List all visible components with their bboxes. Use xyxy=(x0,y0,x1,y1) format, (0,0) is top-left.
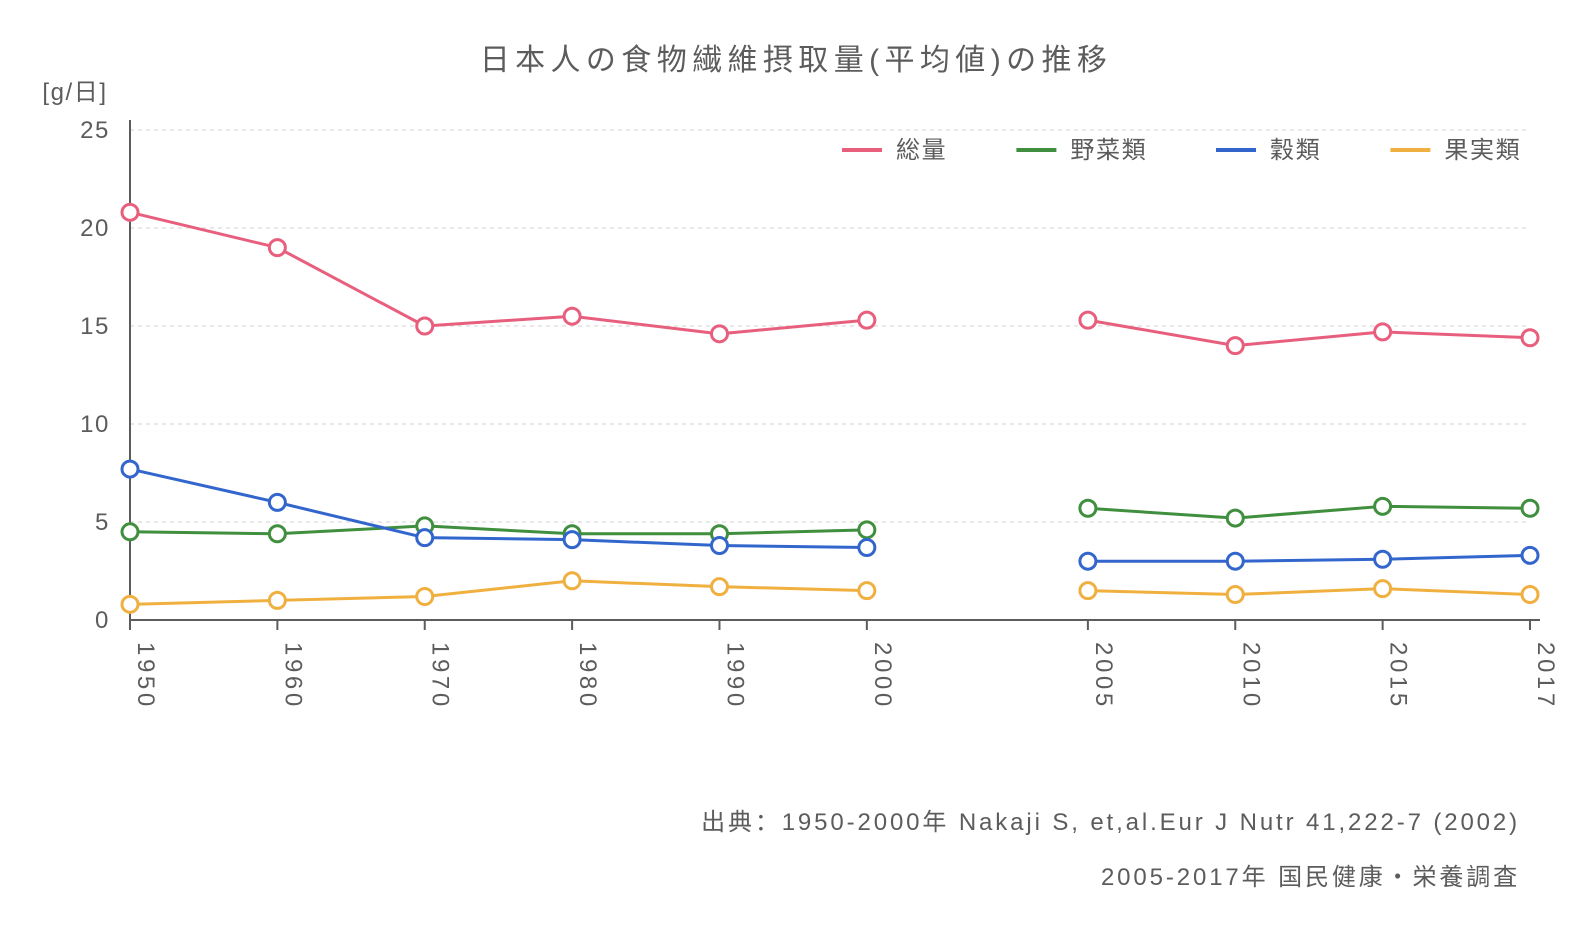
legend-label: 穀類 xyxy=(1270,137,1321,164)
legend-label: 総量 xyxy=(896,137,947,164)
x-tick-label: 2000 xyxy=(869,642,896,710)
legend-label: 野菜類 xyxy=(1070,137,1147,164)
series-marker xyxy=(122,524,138,540)
series-marker xyxy=(1522,500,1538,516)
series-marker xyxy=(711,538,727,554)
y-tick-label: 20 xyxy=(80,215,110,242)
series-marker xyxy=(122,596,138,612)
chart-title: 日本人の食物繊維摂取量(平均値)の推移 xyxy=(480,44,1113,77)
x-tick-label: 1960 xyxy=(279,642,306,710)
series-marker xyxy=(417,588,433,604)
series-marker xyxy=(122,204,138,220)
series-line xyxy=(130,526,867,534)
series-marker xyxy=(417,318,433,334)
series-line xyxy=(130,212,867,334)
series-marker xyxy=(859,522,875,538)
series-marker xyxy=(1227,587,1243,603)
x-tick-label: 1980 xyxy=(574,642,601,710)
series-line xyxy=(130,469,867,547)
x-tick-label: 1950 xyxy=(132,642,159,710)
y-tick-label: 25 xyxy=(80,117,110,144)
y-tick-label: 15 xyxy=(80,313,110,340)
series-line xyxy=(1088,320,1530,345)
y-axis-unit: [g/日] xyxy=(42,79,107,106)
chart-container: 0 5 10 15 20 25 1950 1960 1970 1980 1990 2000 2005 20… xyxy=(0,0,1592,940)
x-tick-label: 2005 xyxy=(1090,642,1117,710)
x-tick-label: 2010 xyxy=(1237,642,1264,710)
series-marker xyxy=(859,312,875,328)
series-line xyxy=(1088,555,1530,561)
series-marker xyxy=(122,461,138,477)
series-marker xyxy=(269,494,285,510)
citation-line-2: 2005-2017年 国民健康・栄養調査 xyxy=(1101,864,1520,891)
fiber-intake-line-chart: 0 5 10 15 20 25 1950 1960 1970 1980 1990 2000 2005 20… xyxy=(0,0,1592,940)
series-line xyxy=(1088,589,1530,595)
series-marker xyxy=(1375,581,1391,597)
series-marker xyxy=(1080,500,1096,516)
series-marker xyxy=(711,326,727,342)
series-marker xyxy=(711,579,727,595)
series-marker xyxy=(1227,510,1243,526)
series-marker xyxy=(1080,553,1096,569)
series-marker xyxy=(1080,312,1096,328)
series-marker xyxy=(269,592,285,608)
series-marker xyxy=(1522,330,1538,346)
series-line xyxy=(1088,506,1530,518)
y-tick-label: 5 xyxy=(95,509,110,536)
y-tick-label: 0 xyxy=(95,607,110,634)
x-tick-label: 2017 xyxy=(1532,642,1559,710)
series-marker xyxy=(564,308,580,324)
series-marker xyxy=(564,573,580,589)
series-marker xyxy=(269,240,285,256)
series-marker xyxy=(269,526,285,542)
legend-label: 果実類 xyxy=(1444,137,1521,164)
series-marker xyxy=(564,532,580,548)
x-tick-label: 1990 xyxy=(721,642,748,710)
series-marker xyxy=(1375,324,1391,340)
series-marker xyxy=(1227,553,1243,569)
series-marker xyxy=(417,530,433,546)
series-marker xyxy=(1227,338,1243,354)
series-marker xyxy=(1522,587,1538,603)
series-marker xyxy=(1375,551,1391,567)
series-marker xyxy=(1080,583,1096,599)
series-marker xyxy=(1522,547,1538,563)
series-marker xyxy=(859,583,875,599)
series-line xyxy=(130,581,867,605)
y-tick-label: 10 xyxy=(80,411,110,438)
series-marker xyxy=(859,539,875,555)
x-tick-label: 2015 xyxy=(1385,642,1412,710)
series-marker xyxy=(1375,498,1391,514)
x-tick-label: 1970 xyxy=(427,642,454,710)
citation-line-1: 出典：1950-2000年 Nakaji S, et,al.Eur J Nutr… xyxy=(701,809,1520,836)
